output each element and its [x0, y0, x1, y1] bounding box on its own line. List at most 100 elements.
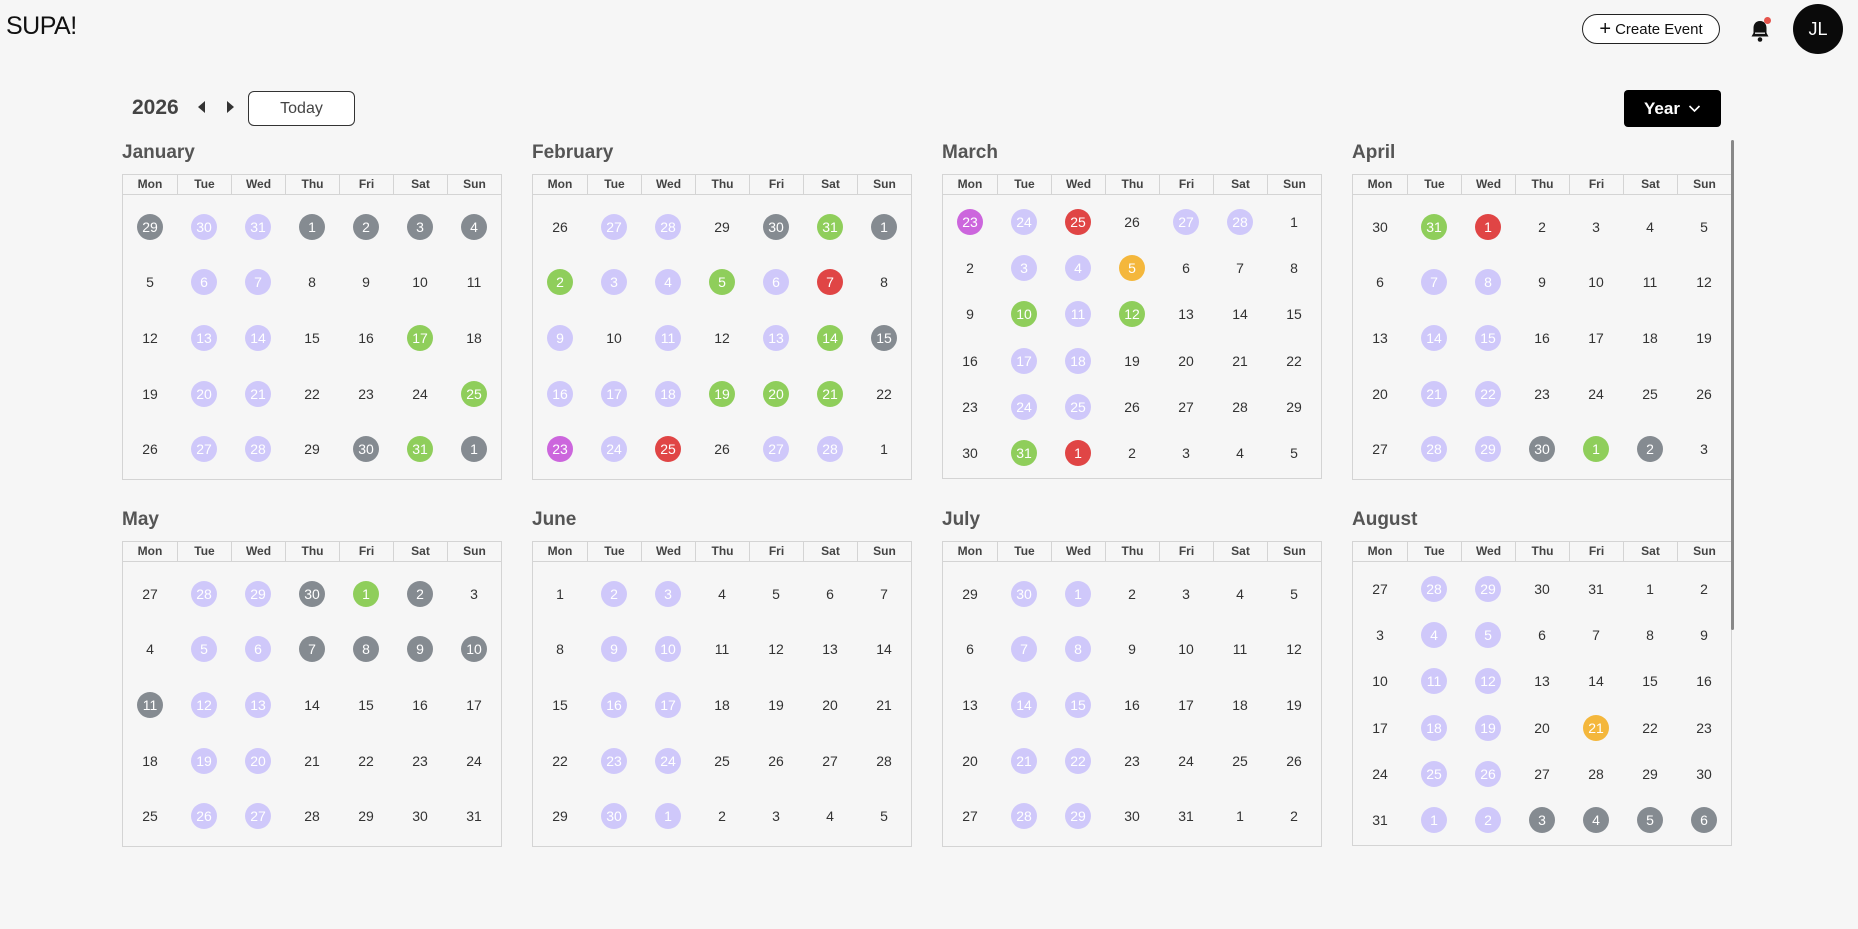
day-cell[interactable]: 9	[393, 622, 447, 678]
day-cell[interactable]: 8	[533, 622, 587, 678]
day-cell[interactable]: 7	[1213, 245, 1267, 291]
day-cell[interactable]: 22	[857, 366, 911, 422]
day-cell[interactable]: 18	[641, 366, 695, 422]
day-cell[interactable]: 23	[1677, 705, 1731, 751]
day-cell[interactable]: 14	[231, 310, 285, 366]
day-cell[interactable]: 30	[997, 566, 1051, 622]
month-title[interactable]: May	[122, 509, 159, 530]
month-title[interactable]: March	[942, 142, 998, 163]
day-cell[interactable]: 7	[1407, 255, 1461, 311]
day-cell[interactable]: 25	[695, 733, 749, 789]
day-cell[interactable]: 27	[1353, 421, 1407, 477]
day-cell[interactable]: 28	[857, 733, 911, 789]
day-cell[interactable]: 18	[1623, 310, 1677, 366]
day-cell[interactable]: 17	[997, 338, 1051, 384]
day-cell[interactable]: 25	[641, 421, 695, 477]
day-cell[interactable]: 1	[1051, 566, 1105, 622]
day-cell[interactable]: 20	[177, 366, 231, 422]
day-cell[interactable]: 14	[1407, 310, 1461, 366]
day-cell[interactable]: 3	[447, 566, 501, 622]
day-cell[interactable]: 14	[997, 677, 1051, 733]
day-cell[interactable]: 23	[533, 421, 587, 477]
day-cell[interactable]: 24	[641, 733, 695, 789]
day-cell[interactable]: 5	[1677, 199, 1731, 255]
day-cell[interactable]: 31	[1159, 788, 1213, 844]
day-cell[interactable]: 5	[1461, 612, 1515, 658]
create-event-button[interactable]: + Create Event	[1582, 14, 1720, 44]
day-cell[interactable]: 27	[587, 199, 641, 255]
day-cell[interactable]: 11	[641, 310, 695, 366]
month-title[interactable]: July	[942, 509, 981, 530]
day-cell[interactable]: 11	[695, 622, 749, 678]
day-cell[interactable]: 29	[285, 421, 339, 477]
day-cell[interactable]: 29	[123, 199, 177, 255]
day-cell[interactable]: 4	[1569, 797, 1623, 843]
day-cell[interactable]: 5	[1623, 797, 1677, 843]
day-cell[interactable]: 1	[1051, 430, 1105, 476]
day-cell[interactable]: 25	[1407, 751, 1461, 797]
day-cell[interactable]: 8	[285, 255, 339, 311]
day-cell[interactable]: 31	[997, 430, 1051, 476]
day-cell[interactable]: 17	[1569, 310, 1623, 366]
day-cell[interactable]: 7	[997, 622, 1051, 678]
day-cell[interactable]: 27	[803, 733, 857, 789]
day-cell[interactable]: 3	[1159, 430, 1213, 476]
month-title[interactable]: August	[1352, 509, 1418, 530]
day-cell[interactable]: 30	[1515, 421, 1569, 477]
day-cell[interactable]: 23	[943, 199, 997, 245]
day-cell[interactable]: 22	[339, 733, 393, 789]
day-cell[interactable]: 23	[1515, 366, 1569, 422]
day-cell[interactable]: 5	[177, 622, 231, 678]
day-cell[interactable]: 18	[1051, 338, 1105, 384]
avatar[interactable]: JL	[1793, 4, 1843, 54]
day-cell[interactable]: 9	[533, 310, 587, 366]
day-cell[interactable]: 16	[1105, 677, 1159, 733]
day-cell[interactable]: 20	[1515, 705, 1569, 751]
day-cell[interactable]: 10	[587, 310, 641, 366]
day-cell[interactable]: 12	[695, 310, 749, 366]
day-cell[interactable]: 25	[123, 788, 177, 844]
day-cell[interactable]: 29	[231, 566, 285, 622]
day-cell[interactable]: 26	[695, 421, 749, 477]
day-cell[interactable]: 14	[1213, 291, 1267, 337]
day-cell[interactable]: 5	[857, 788, 911, 844]
day-cell[interactable]: 19	[695, 366, 749, 422]
day-cell[interactable]: 15	[1461, 310, 1515, 366]
day-cell[interactable]: 26	[533, 199, 587, 255]
day-cell[interactable]: 1	[1569, 421, 1623, 477]
today-button[interactable]: Today	[248, 91, 355, 126]
day-cell[interactable]: 4	[123, 622, 177, 678]
day-cell[interactable]: 28	[231, 421, 285, 477]
day-cell[interactable]: 28	[177, 566, 231, 622]
day-cell[interactable]: 14	[1569, 658, 1623, 704]
day-cell[interactable]: 24	[447, 733, 501, 789]
day-cell[interactable]: 1	[339, 566, 393, 622]
day-cell[interactable]: 26	[123, 421, 177, 477]
day-cell[interactable]: 29	[695, 199, 749, 255]
day-cell[interactable]: 26	[749, 733, 803, 789]
day-cell[interactable]: 19	[749, 677, 803, 733]
day-cell[interactable]: 30	[339, 421, 393, 477]
prev-year-icon[interactable]	[195, 98, 209, 116]
day-cell[interactable]: 6	[1515, 612, 1569, 658]
day-cell[interactable]: 21	[285, 733, 339, 789]
day-cell[interactable]: 21	[857, 677, 911, 733]
day-cell[interactable]: 1	[1461, 199, 1515, 255]
day-cell[interactable]: 24	[997, 199, 1051, 245]
day-cell[interactable]: 24	[393, 366, 447, 422]
day-cell[interactable]: 30	[393, 788, 447, 844]
day-cell[interactable]: 11	[1213, 622, 1267, 678]
day-cell[interactable]: 21	[997, 733, 1051, 789]
day-cell[interactable]: 17	[587, 366, 641, 422]
day-cell[interactable]: 15	[533, 677, 587, 733]
day-cell[interactable]: 22	[285, 366, 339, 422]
day-cell[interactable]: 19	[1105, 338, 1159, 384]
day-cell[interactable]: 30	[749, 199, 803, 255]
month-title[interactable]: February	[532, 142, 614, 163]
day-cell[interactable]: 15	[1623, 658, 1677, 704]
day-cell[interactable]: 9	[943, 291, 997, 337]
day-cell[interactable]: 9	[1677, 612, 1731, 658]
day-cell[interactable]: 20	[231, 733, 285, 789]
day-cell[interactable]: 3	[1677, 421, 1731, 477]
day-cell[interactable]: 17	[393, 310, 447, 366]
